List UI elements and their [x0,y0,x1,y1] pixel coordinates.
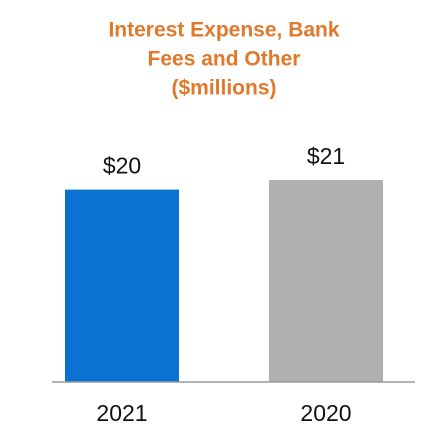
bar [269,180,383,382]
data-label: $20 [103,153,141,179]
x-tick-label: 2021 [96,400,147,426]
data-label: $21 [307,143,345,169]
chart-title: ($millions) [171,77,276,100]
bar [65,189,179,382]
chart-title: Interest Expense, Bank [108,19,339,42]
x-tick-label: 2020 [300,400,351,426]
chart-title: Fees and Other [148,48,301,71]
